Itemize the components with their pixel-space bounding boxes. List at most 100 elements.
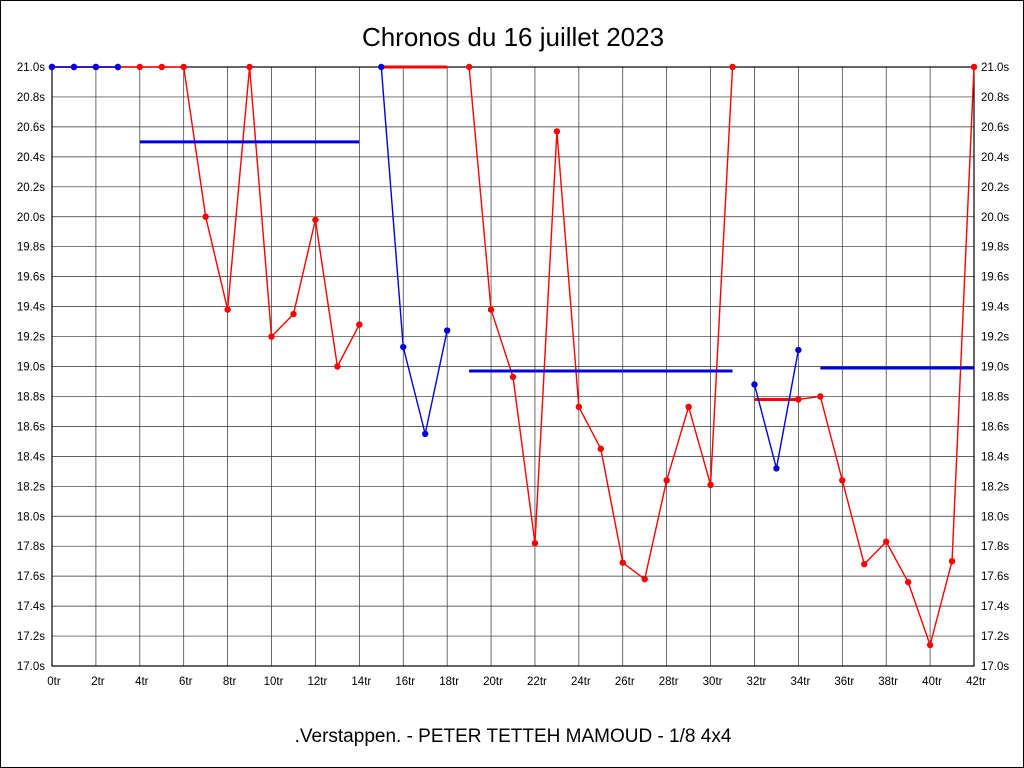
x-tick-label: 8tr: [223, 676, 237, 688]
y-tick-label-right: 20.8s: [981, 92, 1009, 104]
red-driver-data-point: [487, 306, 495, 313]
blue-driver-data-point: [795, 346, 802, 354]
x-tick-label: 10tr: [264, 676, 284, 688]
y-tick-label-right: 20.0s: [981, 212, 1009, 224]
x-tick-label: 38tr: [878, 676, 898, 688]
x-tick-label: 26tr: [615, 676, 635, 688]
y-tick-label-left: 18.8s: [17, 391, 45, 403]
y-tick-label-left: 20.0s: [17, 212, 45, 224]
red-driver-data-point: [268, 333, 275, 340]
y-tick-label-right: 19.8s: [981, 242, 1009, 254]
y-tick-label-left: 20.4s: [17, 152, 45, 164]
y-tick-label-left: 19.0s: [17, 362, 45, 374]
x-tick-label: 6tr: [179, 676, 193, 688]
x-tick-label: 12tr: [308, 676, 328, 688]
red-driver-data-point: [904, 578, 912, 586]
x-tick-label: 4tr: [135, 676, 149, 688]
y-tick-label-left: 19.2s: [17, 332, 45, 344]
chart-caption: .Verstappen. - PETER TETTEH MAMOUD - 1/8…: [295, 726, 732, 747]
blue-driver-line-segment: [753, 349, 800, 470]
y-tick-label-right: 18.8s: [981, 391, 1009, 403]
y-tick-label-left: 18.0s: [17, 511, 45, 523]
y-tick-label-right: 20.4s: [981, 152, 1009, 164]
blue-driver-data-point: [70, 63, 78, 71]
y-tick-label-right: 17.2s: [981, 631, 1009, 643]
y-tick-label-left: 17.2s: [17, 631, 45, 643]
blue-driver-data-point: [48, 63, 56, 71]
red-driver-data-point: [158, 63, 165, 71]
red-driver-data-point: [861, 560, 868, 568]
y-tick-label-left: 18.6s: [17, 421, 45, 433]
y-tick-label-right: 17.0s: [981, 661, 1009, 673]
red-driver-data-point: [312, 216, 319, 223]
y-tick-label-right: 19.2s: [981, 332, 1009, 344]
y-tick-label-right: 20.2s: [981, 182, 1009, 194]
y-tick-label-left: 18.2s: [17, 481, 45, 493]
red-driver-data-point: [202, 213, 209, 220]
red-driver-data-point: [817, 393, 824, 400]
x-tick-label: 2tr: [91, 676, 105, 688]
red-driver-data-point: [707, 481, 714, 489]
y-tick-label-right: 18.6s: [981, 421, 1009, 433]
y-tick-label-left: 21.0s: [17, 62, 45, 74]
x-tick-label: 34tr: [790, 676, 810, 688]
blue-driver-data-point: [773, 465, 780, 472]
y-tick-label-left: 20.2s: [17, 182, 45, 194]
y-tick-label-right: 20.6s: [981, 122, 1009, 134]
blue-driver-data-point: [378, 63, 385, 71]
blue-driver-data-point: [92, 63, 100, 71]
red-driver-data-point: [926, 641, 934, 649]
red-driver-data-point: [882, 538, 890, 545]
red-driver-data-point: [246, 63, 253, 71]
blue-driver-data-point: [114, 63, 122, 71]
y-tick-label-left: 17.0s: [17, 661, 45, 673]
x-tick-label: 28tr: [659, 676, 679, 688]
red-driver-data-point: [970, 63, 978, 71]
red-driver-data-point: [509, 373, 517, 381]
blue-driver-line-segment: [380, 66, 448, 435]
y-tick-label-left: 17.8s: [17, 541, 45, 553]
blue-driver-data-point: [400, 343, 407, 351]
y-tick-label-right: 17.6s: [981, 571, 1009, 583]
y-tick-label-right: 21.0s: [981, 62, 1009, 74]
red-driver-data-point: [795, 396, 802, 403]
red-driver-data-point: [180, 63, 187, 71]
y-tick-label-right: 19.6s: [981, 272, 1009, 284]
x-tick-label: 24tr: [571, 676, 591, 688]
y-tick-label-right: 18.0s: [981, 511, 1009, 523]
x-tick-label: 42tr: [966, 676, 986, 688]
red-driver-data-point: [356, 321, 363, 328]
y-tick-label-right: 19.0s: [981, 362, 1009, 374]
series: [48, 63, 978, 649]
red-driver-data-point: [465, 63, 473, 71]
blue-driver-data-point: [421, 430, 429, 438]
red-driver-data-point: [597, 445, 605, 453]
y-tick-label-right: 17.4s: [981, 601, 1009, 613]
red-driver-data-point: [224, 306, 231, 313]
red-driver-data-point: [290, 310, 297, 318]
y-tick-label-right: 18.2s: [981, 481, 1009, 493]
red-driver-data-point: [729, 63, 736, 71]
y-tick-label-left: 19.8s: [17, 242, 45, 254]
red-driver-line-segment: [468, 66, 734, 580]
y-tick-label-left: 20.6s: [17, 122, 45, 134]
x-tick-label: 14tr: [351, 676, 371, 688]
red-driver-data-point: [531, 540, 539, 547]
y-tick-label-left: 19.4s: [17, 302, 45, 314]
y-tick-label-left: 20.8s: [17, 92, 45, 104]
red-driver-data-point: [685, 403, 692, 411]
chart-title: Chronos du 16 juillet 2023: [362, 22, 664, 52]
red-driver-data-point: [839, 477, 846, 484]
y-tick-label-right: 18.4s: [981, 451, 1009, 463]
x-tick-label: 20tr: [483, 676, 503, 688]
x-tick-label: 18tr: [439, 676, 459, 688]
y-tick-label-left: 19.6s: [17, 272, 45, 284]
x-tick-label: 40tr: [922, 676, 942, 688]
red-driver-data-point: [619, 559, 626, 566]
red-driver-data-point: [948, 557, 956, 565]
x-tick-label: 36tr: [834, 676, 854, 688]
blue-driver-data-point: [751, 381, 758, 388]
x-tick-label: 32tr: [747, 676, 767, 688]
y-tick-label-right: 17.8s: [981, 541, 1009, 553]
